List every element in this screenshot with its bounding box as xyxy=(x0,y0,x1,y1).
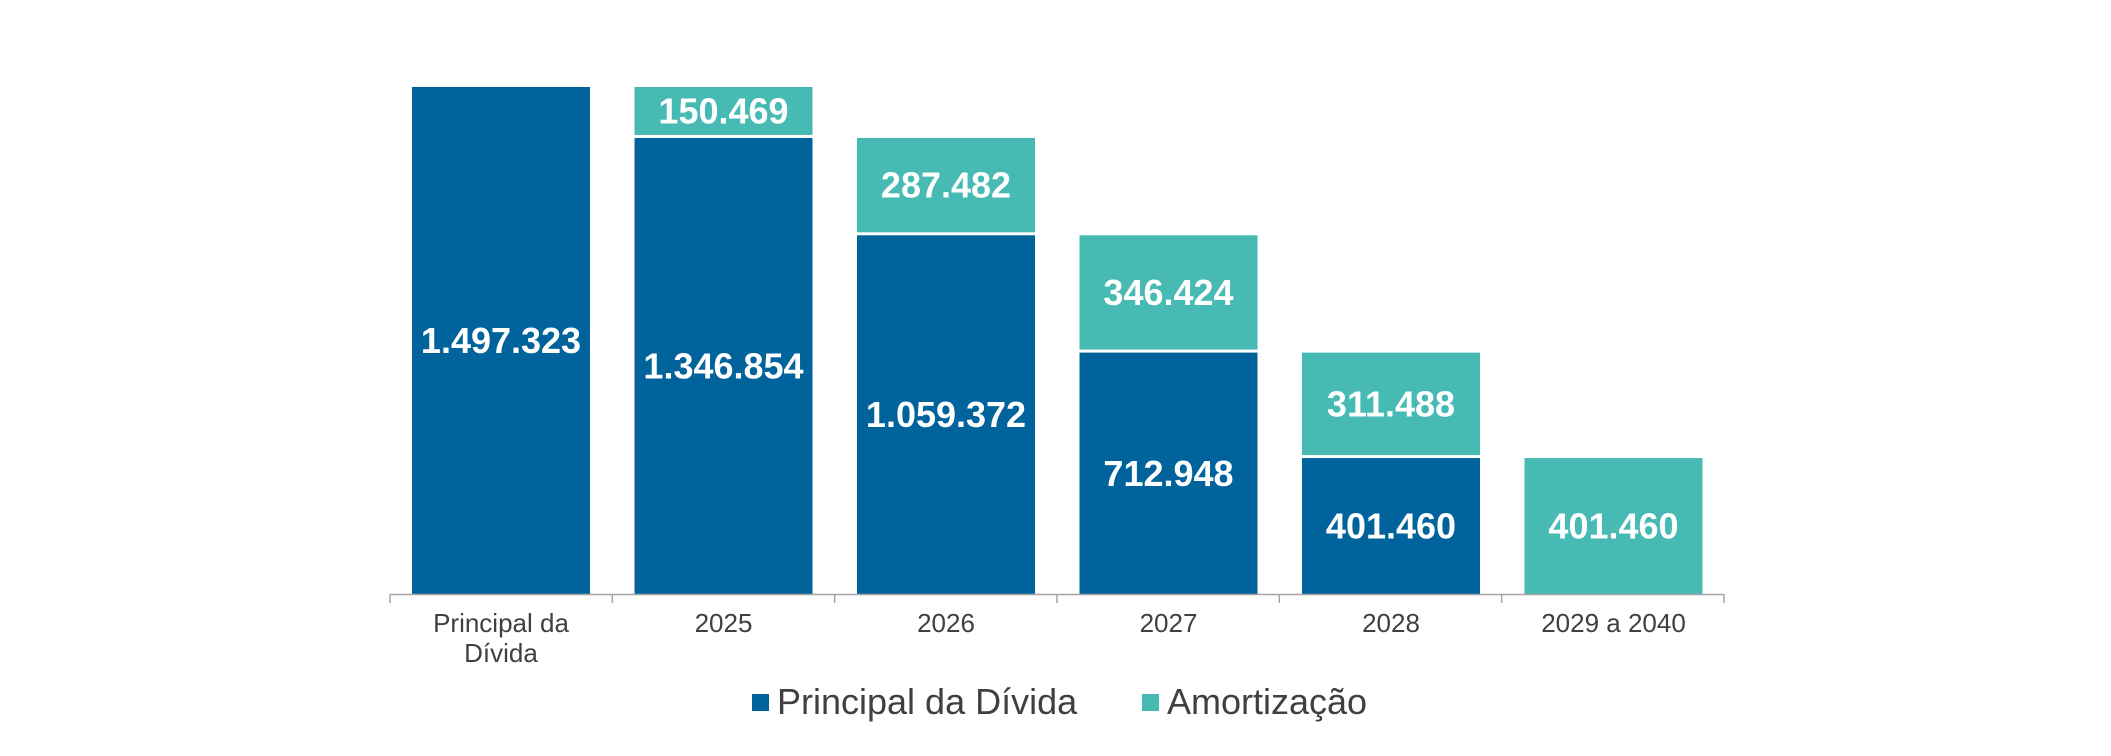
legend-label-amortizacao: Amortização xyxy=(1167,681,1367,722)
data-label-amortizacao-1: 150.469 xyxy=(658,90,788,131)
x-tick-label-4: 2028 xyxy=(1362,608,1420,638)
legend: Principal da Dívida Amortização xyxy=(752,681,1367,722)
data-label-principal-3: 712.948 xyxy=(1103,453,1233,494)
data-label-amortizacao-2: 287.482 xyxy=(881,165,1011,206)
data-labels-layer: 1.497.323 1.346.854 150.469 1.059.372 287.48… xyxy=(421,90,1679,546)
x-tick-label-2: 2026 xyxy=(917,608,975,638)
bar-amortizacao-4 xyxy=(1302,352,1480,456)
bar-principal-0 xyxy=(412,87,590,594)
data-label-principal-2: 1.059.372 xyxy=(866,394,1026,435)
data-label-principal-4: 401.460 xyxy=(1326,506,1456,547)
bar-principal-3 xyxy=(1079,352,1258,594)
bar-amortizacao-3 xyxy=(1079,235,1258,350)
data-label-amortizacao-3: 346.424 xyxy=(1103,272,1233,313)
bar-amortizacao-1 xyxy=(634,87,813,135)
bars-layer xyxy=(412,87,1703,594)
bar-principal-2 xyxy=(857,235,1035,594)
data-label-principal-0: 1.497.323 xyxy=(421,320,581,361)
bar-amortizacao-5 xyxy=(1524,458,1703,594)
bar-principal-4 xyxy=(1302,458,1480,594)
legend-label-principal: Principal da Dívida xyxy=(777,681,1078,722)
x-tick-label-5: 2029 a 2040 xyxy=(1541,608,1686,638)
legend-swatch-principal xyxy=(752,694,769,711)
x-tick-label-0-line-1: Dívida xyxy=(464,638,538,668)
x-tick-label-1: 2025 xyxy=(695,608,753,638)
data-label-amortizacao-5: 401.460 xyxy=(1548,506,1678,547)
legend-swatch-amortizacao xyxy=(1142,694,1159,711)
bar-principal-1 xyxy=(634,137,813,594)
x-tick-label-0-line-0: Principal da xyxy=(433,608,569,638)
data-label-principal-1: 1.346.854 xyxy=(643,345,803,386)
data-label-amortizacao-4: 311.488 xyxy=(1327,383,1455,424)
bar-amortizacao-2 xyxy=(857,137,1035,233)
x-tick-label-3: 2027 xyxy=(1140,608,1198,638)
